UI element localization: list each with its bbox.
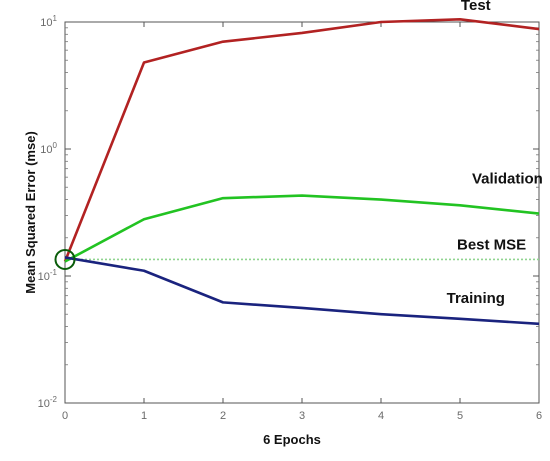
x-tick-label: 5 — [457, 410, 463, 422]
test-label: Test — [461, 0, 491, 14]
x-tick-label: 2 — [220, 410, 226, 422]
test-line — [65, 19, 539, 261]
y-tick-label: 10-1 — [38, 268, 58, 283]
axes: 0 1 2 3 4 5 6 101 100 10-1 10-2 6 Epochs Mean Square… — [23, 14, 542, 447]
y-axis-label: Mean Squared Error (mse) — [23, 131, 38, 294]
x-axis-label: 6 Epochs — [263, 432, 321, 447]
y-tick-label: 100 — [40, 141, 57, 156]
y-tick-label: 101 — [40, 14, 57, 29]
x-tick-label: 3 — [299, 410, 305, 422]
x-tick-label: 6 — [536, 410, 542, 422]
series-labels: Test Validation Best MSE Training — [447, 0, 543, 307]
y-tick-label: 10-2 — [38, 395, 58, 410]
x-tick-label: 4 — [378, 410, 384, 422]
training-label: Training — [447, 290, 505, 307]
validation-label: Validation — [472, 170, 543, 187]
x-tick-label: 1 — [141, 410, 147, 422]
plot-area — [56, 19, 540, 324]
x-tick-label: 0 — [62, 410, 68, 422]
best-mse-label: Best MSE — [457, 236, 526, 253]
